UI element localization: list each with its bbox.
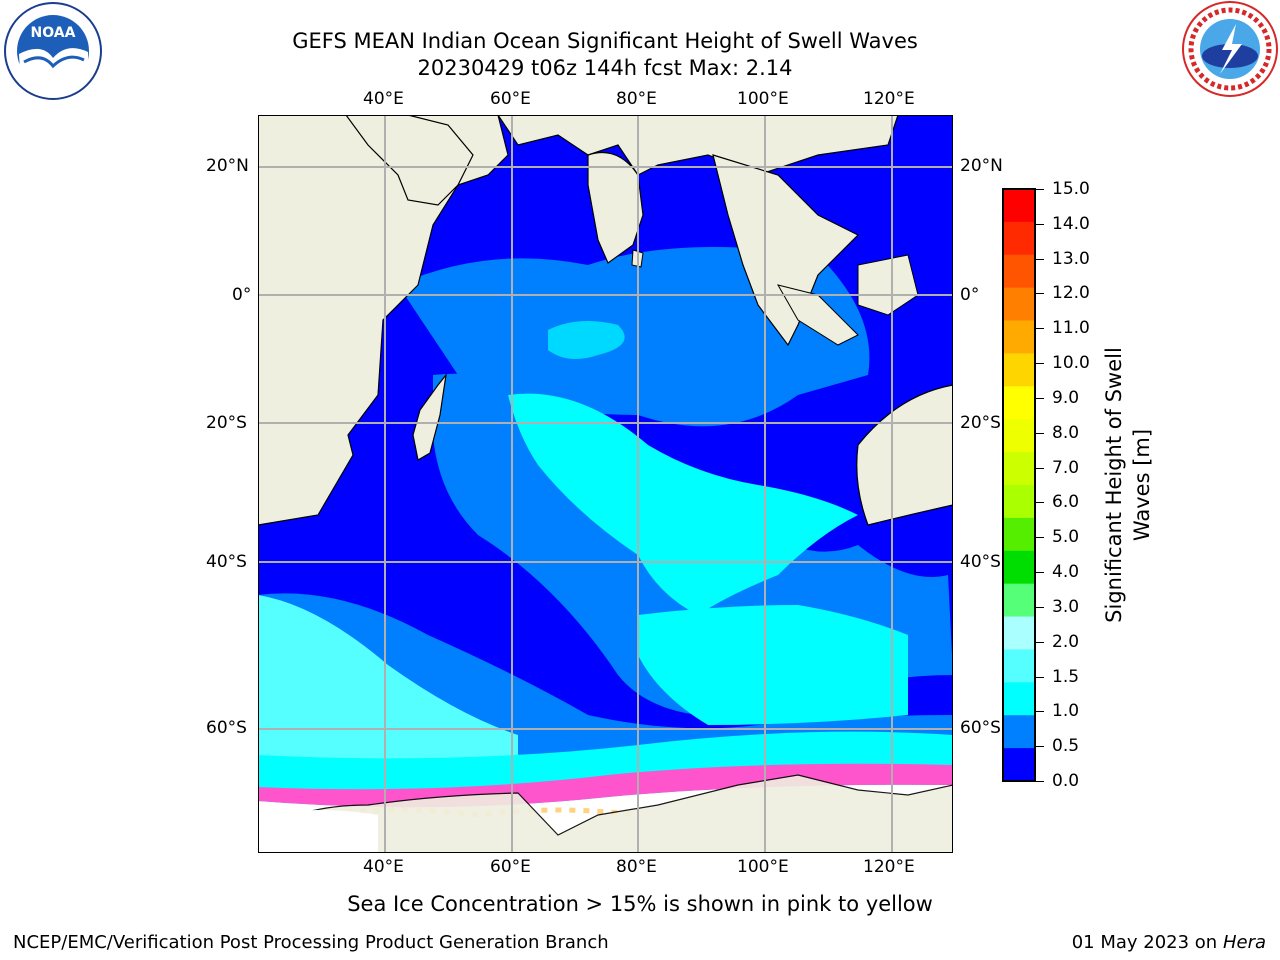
colorbar-tick-mark bbox=[1036, 223, 1044, 225]
lon-label-top: 120°E bbox=[863, 89, 915, 109]
colorbar-tick-mark bbox=[1036, 781, 1044, 782]
lon-label-bottom: 100°E bbox=[737, 857, 789, 877]
lon-label-bottom: 40°E bbox=[363, 857, 404, 877]
colorbar-tick-mark bbox=[1036, 676, 1044, 678]
colorbar-swatch bbox=[1003, 386, 1035, 420]
colorbar-tick-label: 15.0 bbox=[1052, 179, 1090, 199]
colorbar-swatch bbox=[1003, 550, 1035, 585]
lat-label-left: 20°S bbox=[206, 413, 247, 433]
graticule bbox=[258, 115, 953, 853]
colorbar-swatch bbox=[1003, 616, 1035, 650]
nws-logo-icon bbox=[1182, 1, 1278, 97]
lat-label-left: 60°S bbox=[206, 718, 247, 738]
lon-label-bottom: 120°E bbox=[863, 857, 915, 877]
colorbar-tick-label: 5.0 bbox=[1052, 527, 1080, 548]
colorbar-tick-label: 14.0 bbox=[1052, 213, 1090, 234]
colorbar-swatch bbox=[1003, 419, 1035, 453]
colorbar-label-line1: Significant Height of Swell bbox=[1102, 347, 1126, 623]
colorbar-tick-mark bbox=[1036, 467, 1044, 469]
colorbar-swatch bbox=[1003, 353, 1035, 387]
colorbar-swatch bbox=[1003, 649, 1035, 683]
colorbar-swatch bbox=[1003, 583, 1035, 618]
colorbar-tick-mark bbox=[1036, 432, 1044, 434]
colorbar-swatch bbox=[1003, 254, 1035, 289]
colorbar-tick-mark bbox=[1036, 363, 1044, 365]
colorbar bbox=[1002, 188, 1036, 782]
lat-label-left: 0° bbox=[232, 285, 252, 305]
colorbar-tick-mark bbox=[1036, 502, 1044, 504]
colorbar-tick-label: 0.0 bbox=[1052, 771, 1080, 791]
footer-host: Hera bbox=[1222, 932, 1266, 953]
footer-date-text: 01 May 2023 on bbox=[1071, 932, 1218, 953]
lon-label-top: 80°E bbox=[616, 89, 657, 109]
lon-label-top: 40°E bbox=[363, 89, 404, 109]
lat-label-left: 40°S bbox=[206, 552, 247, 572]
colorbar-tick-mark bbox=[1036, 711, 1044, 713]
colorbar-label-line2: Waves [m] bbox=[1130, 428, 1154, 542]
colorbar-tick-label: 3.0 bbox=[1052, 596, 1080, 617]
colorbar-tick-label: 1.0 bbox=[1052, 701, 1080, 722]
colorbar-tick-mark bbox=[1036, 293, 1044, 295]
lat-label-left: 20°N bbox=[206, 156, 249, 176]
colorbar-swatch bbox=[1003, 221, 1035, 256]
lat-label-right: 0° bbox=[960, 285, 980, 305]
colorbar-tick-mark bbox=[1036, 746, 1044, 748]
colorbar-tick-mark bbox=[1036, 606, 1044, 608]
lon-label-bottom: 60°E bbox=[490, 857, 531, 877]
map-title: GEFS MEAN Indian Ocean Significant Heigh… bbox=[292, 29, 918, 53]
colorbar-tick-label: 7.0 bbox=[1052, 457, 1080, 478]
noaa-logo-text: NOAA bbox=[31, 25, 76, 41]
colorbar-tick-label: 0.5 bbox=[1052, 736, 1080, 757]
colorbar-tick-label: 4.0 bbox=[1052, 562, 1080, 583]
lon-label-top: 100°E bbox=[737, 89, 789, 109]
map-subtitle: 20230429 t06z 144h fcst Max: 2.14 bbox=[417, 56, 793, 80]
colorbar-tick-label: 6.0 bbox=[1052, 492, 1080, 513]
swell-height-map bbox=[258, 115, 953, 853]
colorbar-tick-mark bbox=[1036, 258, 1044, 260]
footer-date: 01 May 2023 on Hera bbox=[1072, 932, 1266, 954]
colorbar-tick-label: 11.0 bbox=[1052, 318, 1090, 339]
colorbar-tick-label: 2.0 bbox=[1052, 631, 1080, 652]
colorbar-tick-label: 8.0 bbox=[1052, 422, 1080, 443]
footer-branch: NCEP/EMC/Verification Post Processing Pr… bbox=[13, 932, 609, 953]
lat-label-right: 40°S bbox=[960, 552, 1001, 572]
colorbar-swatch bbox=[1003, 320, 1035, 354]
colorbar-tick-label: 12.0 bbox=[1052, 283, 1090, 304]
colorbar-swatch bbox=[1003, 517, 1035, 552]
colorbar-swatch bbox=[1003, 682, 1035, 716]
lon-label-top: 60°E bbox=[490, 89, 531, 109]
lon-label-bottom: 80°E bbox=[616, 857, 657, 877]
lat-label-right: 20°N bbox=[960, 156, 1003, 176]
colorbar-tick-label: 13.0 bbox=[1052, 248, 1090, 269]
colorbar-swatch bbox=[1003, 189, 1035, 223]
sea-ice-caption: Sea Ice Concentration > 15% is shown in … bbox=[347, 892, 933, 916]
colorbar-swatch bbox=[1003, 748, 1035, 782]
colorbar-swatch bbox=[1003, 715, 1035, 749]
colorbar-tick-label: 1.5 bbox=[1052, 666, 1080, 687]
colorbar-tick-label: 9.0 bbox=[1052, 387, 1080, 408]
colorbar-swatch bbox=[1003, 287, 1035, 322]
colorbar-label-text: Significant Height of Swell Waves [m] bbox=[1100, 335, 1156, 635]
colorbar-swatch bbox=[1003, 485, 1035, 519]
colorbar-tick-mark bbox=[1036, 537, 1044, 539]
colorbar-tick-mark bbox=[1036, 328, 1044, 330]
colorbar-tick-mark bbox=[1036, 189, 1044, 190]
colorbar-tick-mark bbox=[1036, 641, 1044, 643]
colorbar-tick-mark bbox=[1036, 572, 1044, 574]
colorbar-tick-label: 10.0 bbox=[1052, 353, 1090, 374]
colorbar-tick-mark bbox=[1036, 397, 1044, 399]
noaa-logo-icon: NOAA bbox=[4, 2, 102, 100]
lat-label-right: 60°S bbox=[960, 718, 1001, 738]
lat-label-right: 20°S bbox=[960, 413, 1001, 433]
colorbar-swatch bbox=[1003, 452, 1035, 486]
